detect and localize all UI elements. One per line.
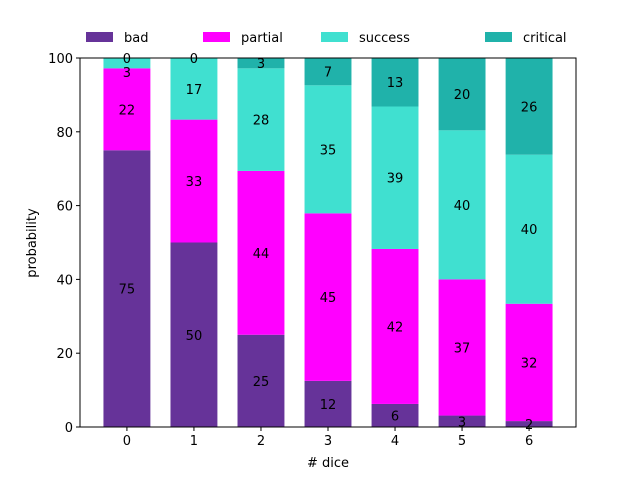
legend-label-success: success	[359, 31, 410, 46]
bar-success-0	[103, 58, 151, 69]
data-label-critical-3: 7	[324, 66, 332, 81]
bars	[103, 57, 553, 427]
bar-bad-6	[505, 421, 553, 427]
data-label-bad-2: 25	[253, 375, 270, 390]
data-label-bad-4: 6	[391, 409, 399, 424]
x-axis-label: # dice	[307, 456, 349, 471]
bar-bad-4	[371, 403, 419, 427]
bar-success-4	[371, 106, 419, 249]
legend-label-bad: bad	[124, 31, 148, 46]
legend-label-partial: partial	[241, 31, 283, 46]
data-label-critical-2: 3	[257, 57, 265, 72]
bar-partial-2	[237, 170, 285, 335]
bar-bad-0	[103, 150, 151, 427]
data-label-critical-5: 20	[454, 88, 471, 103]
data-label-success-5: 40	[454, 199, 471, 214]
bar-bad-1	[170, 242, 218, 427]
data-label-bad-0: 75	[119, 283, 136, 298]
data-label-partial-5: 37	[454, 341, 471, 356]
bar-critical-3	[304, 58, 352, 86]
bar-partial-0	[103, 68, 151, 151]
data-label-bad-3: 12	[320, 398, 337, 413]
data-label-critical-4: 13	[387, 76, 404, 91]
x-tick-label: 2	[257, 434, 265, 449]
y-tick-label: 100	[48, 52, 73, 67]
y-tick-label: 80	[56, 126, 73, 141]
data-label-bad-1: 50	[186, 329, 203, 344]
bar-success-6	[505, 154, 553, 304]
bar-bad-5	[438, 415, 486, 427]
x-tick-label: 5	[458, 434, 466, 449]
data-label-success-2: 28	[253, 114, 270, 129]
x-tick-label: 6	[525, 434, 533, 449]
bar-critical-2	[237, 58, 285, 69]
legend: bad partial success critical	[86, 31, 567, 46]
legend-swatch-partial	[203, 32, 230, 42]
y-tick-label: 0	[65, 421, 73, 436]
legend-swatch-bad	[86, 32, 113, 42]
x-tick-label: 3	[324, 434, 332, 449]
data-label-bad-5: 3	[458, 415, 466, 430]
y-tick-label: 60	[56, 200, 73, 215]
bar-partial-1	[170, 119, 218, 243]
data-label-critical-1: 0	[190, 52, 198, 67]
y-axis-label: probability	[25, 208, 40, 278]
bar-partial-4	[371, 248, 419, 404]
data-label-success-6: 40	[521, 223, 538, 238]
x-tick-label: 4	[391, 434, 399, 449]
y-tick-label: 20	[56, 347, 73, 362]
data-label-success-4: 39	[387, 172, 404, 187]
data-label-critical-6: 26	[521, 100, 538, 115]
x-tick-label: 0	[123, 434, 131, 449]
bar-success-5	[438, 130, 486, 280]
data-label-partial-1: 33	[186, 175, 203, 190]
data-label-partial-3: 45	[320, 291, 337, 306]
bar-critical-6	[505, 58, 553, 155]
bar-partial-6	[505, 303, 553, 422]
bar-bad-2	[237, 334, 285, 427]
bar-partial-5	[438, 279, 486, 416]
bar-partial-3	[304, 213, 352, 381]
bar-critical-5	[438, 58, 486, 131]
data-label-partial-6: 32	[521, 356, 538, 371]
data-label-partial-0: 22	[119, 103, 136, 118]
y-axis: 0 20 40 60 80 100	[48, 52, 80, 436]
data-label-success-3: 35	[320, 143, 337, 158]
bar-success-1	[170, 58, 218, 120]
x-axis: 0 1 2 3 4 5 6	[123, 427, 533, 449]
data-labels: 7522305033170254428312453576423913337402…	[119, 52, 538, 433]
y-tick-label: 40	[56, 273, 73, 288]
bar-bad-3	[304, 380, 352, 427]
bar-success-2	[237, 68, 285, 171]
data-label-success-1: 17	[186, 83, 203, 98]
data-label-partial-4: 42	[387, 320, 404, 335]
bar-critical-4	[371, 57, 419, 107]
x-tick-label: 1	[190, 434, 198, 449]
data-label-success-0: 3	[123, 66, 131, 81]
legend-swatch-critical	[485, 32, 512, 42]
data-label-partial-2: 44	[253, 247, 270, 262]
legend-label-critical: critical	[523, 31, 567, 46]
data-label-critical-0: 0	[123, 52, 131, 67]
legend-swatch-success	[321, 32, 348, 42]
data-label-bad-6: 2	[525, 418, 533, 433]
bar-success-3	[304, 85, 352, 214]
